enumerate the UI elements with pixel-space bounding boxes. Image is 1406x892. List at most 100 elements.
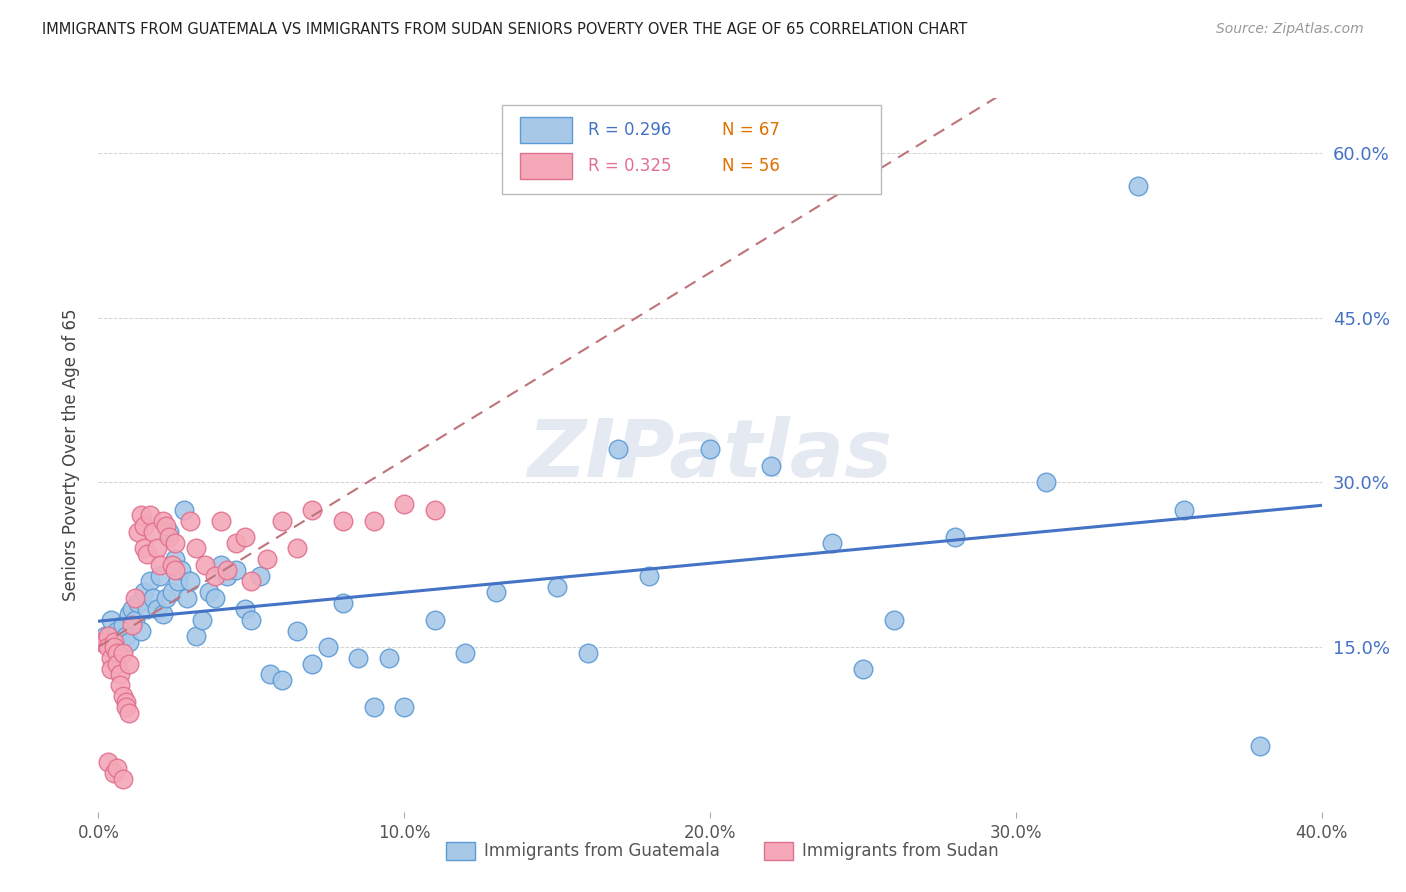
Point (103, 634, 125, 648)
Point (392, 497, 416, 511)
Point (270, 673, 292, 687)
Point (115, 629, 138, 643)
Point (160, 558, 183, 572)
Point (100, 613, 122, 627)
Point (197, 585, 219, 599)
Point (142, 524, 165, 539)
Text: IMMIGRANTS FROM GUATEMALA VS IMMIGRANTS FROM SUDAN SENIORS POVERTY OVER THE AGE : IMMIGRANTS FROM GUATEMALA VS IMMIGRANTS … (42, 22, 967, 37)
Point (145, 601, 167, 615)
Point (105, 624, 128, 638)
Point (852, 662, 875, 676)
Point (127, 596, 149, 610)
Point (160, 585, 183, 599)
Point (167, 574, 190, 589)
Point (93, 629, 115, 643)
Point (105, 761, 128, 775)
Text: N = 56: N = 56 (723, 157, 780, 175)
Point (240, 574, 263, 589)
Point (145, 541, 167, 556)
Point (152, 514, 174, 528)
FancyBboxPatch shape (446, 842, 475, 860)
Point (105, 646, 128, 660)
Text: Source: ZipAtlas.com: Source: ZipAtlas.com (1216, 22, 1364, 37)
Point (607, 442, 630, 457)
Point (173, 503, 195, 517)
Point (332, 514, 354, 528)
Point (149, 568, 172, 582)
Point (699, 442, 721, 457)
Point (576, 646, 599, 660)
Point (134, 585, 156, 599)
Point (155, 591, 177, 605)
Point (90, 634, 112, 648)
Point (194, 558, 217, 572)
Point (136, 547, 159, 561)
Point (204, 568, 226, 582)
Point (347, 651, 370, 665)
Point (111, 618, 134, 632)
Point (1128, 178, 1150, 193)
Point (233, 601, 256, 615)
Point (1249, 739, 1271, 753)
Point (249, 568, 271, 582)
Point (179, 574, 201, 589)
Point (256, 552, 278, 566)
Point (363, 514, 385, 528)
Point (485, 585, 508, 599)
Point (118, 607, 141, 621)
Point (170, 563, 193, 577)
Point (233, 530, 256, 544)
Point (943, 530, 966, 544)
Point (93, 634, 115, 648)
Point (100, 651, 122, 665)
Point (155, 519, 177, 533)
Point (103, 640, 125, 654)
Point (285, 624, 308, 638)
Text: ZIPatlas: ZIPatlas (527, 416, 893, 494)
Point (134, 519, 156, 533)
Point (111, 646, 134, 660)
Point (316, 640, 339, 654)
Point (118, 657, 141, 671)
Point (176, 591, 198, 605)
Point (97, 629, 120, 643)
Point (285, 541, 308, 556)
FancyBboxPatch shape (502, 105, 882, 194)
Point (118, 634, 141, 648)
Point (111, 690, 134, 704)
Point (423, 613, 446, 627)
Point (149, 558, 172, 572)
Point (378, 651, 401, 665)
Point (637, 568, 661, 582)
Point (240, 613, 263, 627)
Point (100, 662, 122, 676)
Point (152, 607, 174, 621)
Point (163, 535, 186, 549)
Point (105, 657, 128, 671)
Point (118, 706, 141, 720)
Point (821, 535, 844, 549)
Point (108, 678, 131, 692)
Point (392, 700, 416, 714)
Point (186, 541, 208, 556)
Point (225, 563, 247, 577)
Point (1173, 503, 1195, 517)
Point (1035, 475, 1057, 490)
Point (108, 634, 131, 648)
Point (186, 629, 208, 643)
Text: N = 67: N = 67 (723, 121, 780, 139)
Point (454, 646, 477, 660)
Point (363, 700, 385, 714)
Point (259, 667, 281, 681)
Point (301, 503, 323, 517)
Point (129, 624, 152, 638)
Text: Immigrants from Guatemala: Immigrants from Guatemala (484, 842, 720, 860)
Point (121, 618, 143, 632)
Point (139, 574, 162, 589)
FancyBboxPatch shape (763, 842, 793, 860)
Point (103, 766, 125, 780)
Point (97, 634, 120, 648)
Point (115, 700, 138, 714)
Point (97, 640, 120, 654)
Point (124, 613, 146, 627)
